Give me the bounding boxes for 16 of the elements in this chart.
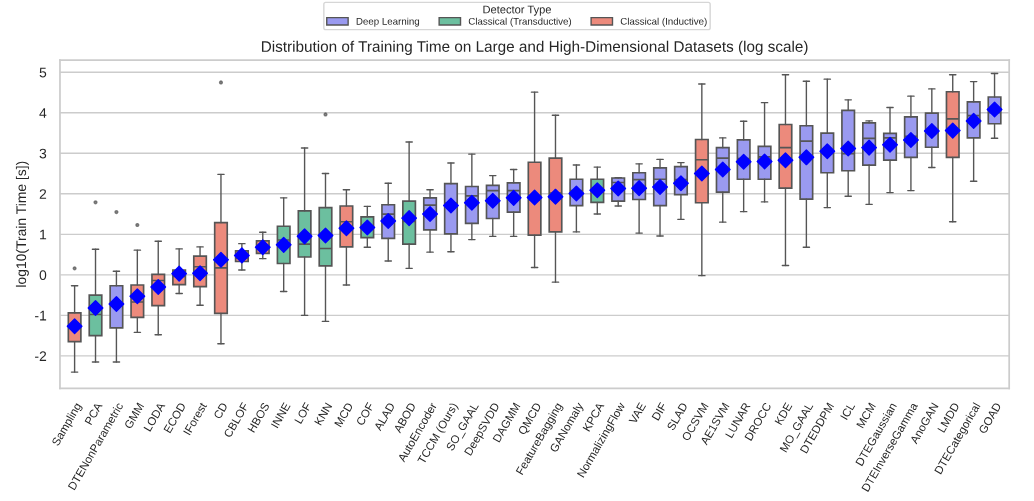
legend-label: Classical (Transductive) bbox=[468, 17, 572, 27]
y-tick-label: 1 bbox=[40, 229, 47, 240]
legend-label: Classical (Inductive) bbox=[620, 17, 707, 27]
x-tick-label: DIF bbox=[651, 402, 667, 421]
y-axis-title: log10(Train Time [s]) bbox=[15, 161, 29, 287]
legend-title: Detector Type bbox=[483, 5, 551, 16]
y-tick-label: 2 bbox=[39, 189, 47, 199]
y-tick-label: 3 bbox=[39, 148, 47, 159]
y-tick-label: 0 bbox=[39, 270, 47, 281]
legend-label: Deep Learning bbox=[356, 17, 420, 27]
y-tick-label: -2 bbox=[35, 351, 47, 361]
y-tick-label: 5 bbox=[39, 67, 47, 78]
chart-title: Distribution of Training Time on Large and High-Dimensional Datasets (log scale) bbox=[261, 40, 808, 55]
y-tick-label: -1 bbox=[35, 310, 47, 321]
x-tick-label: ICL bbox=[840, 401, 856, 421]
y-tick-label: 4 bbox=[39, 108, 47, 118]
